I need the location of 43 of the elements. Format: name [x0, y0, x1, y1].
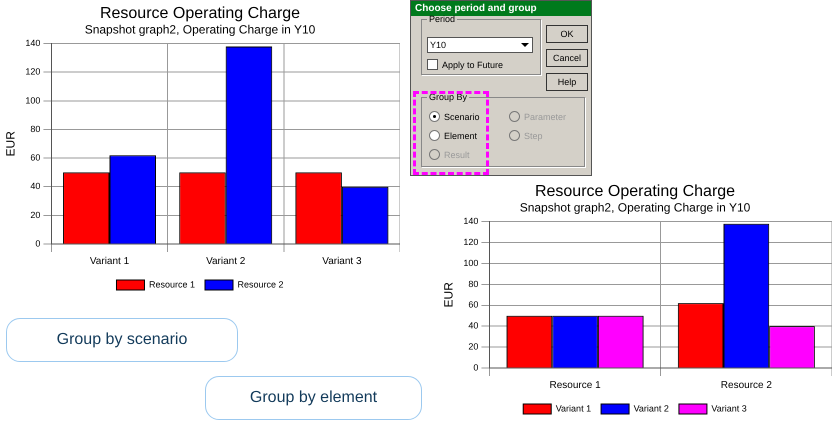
button: Cancel: [546, 49, 588, 67]
y-tick-label: 0: [473, 362, 478, 372]
chart-subtitle: Snapshot graph2, Operating Charge in Y10: [84, 22, 316, 37]
button: OK: [546, 25, 588, 43]
x-tick-label: Variant 1: [90, 256, 130, 267]
text: Scenario: [444, 112, 480, 122]
text: Choose period and group: [415, 3, 537, 14]
legend-label: Variant 2: [634, 403, 669, 414]
text: Result: [444, 150, 470, 160]
legend-label: Variant 1: [556, 403, 592, 414]
chart-subtitle: Snapshot graph2, Operating Charge in Y10: [520, 200, 751, 215]
y-axis-title: EUR: [442, 282, 456, 308]
y-tick-label: 140: [25, 38, 40, 48]
x-tick-label: Variant 3: [322, 256, 362, 267]
speech-bubble: Group by element: [205, 376, 422, 420]
y-tick-label: 20: [30, 210, 40, 220]
y-tick-label: 0: [35, 238, 40, 248]
x-tick-label: Variant 2: [206, 256, 246, 267]
y-tick-label: 120: [25, 66, 40, 77]
text: Step: [524, 130, 543, 140]
y-tick-label: 80: [30, 124, 40, 134]
legend-label: Variant 3: [711, 403, 747, 414]
dropdown-field: Y10: [427, 37, 533, 53]
y-tick-label: 80: [468, 278, 478, 289]
chart-title: Resource Operating Charge: [100, 5, 300, 22]
y-tick-label: 100: [25, 95, 40, 106]
legend-label: Resource 2: [238, 279, 284, 290]
y-tick-label: 120: [463, 237, 478, 247]
y-tick-label: 60: [468, 300, 478, 310]
y-tick-label: 60: [30, 152, 40, 163]
speech-bubble: Group by scenario: [6, 318, 238, 362]
text: Parameter: [524, 112, 566, 122]
y-tick-label: 40: [468, 320, 478, 331]
text: Apply to Future: [442, 60, 504, 70]
button: Help: [546, 73, 588, 91]
y-tick-label: 100: [463, 258, 478, 268]
y-tick-label: 40: [30, 181, 40, 192]
y-tick-label: 20: [468, 342, 478, 352]
chart-title: Resource Operating Charge: [534, 183, 736, 200]
text: Element: [444, 130, 478, 140]
y-axis-title: EUR: [4, 130, 18, 156]
y-tick-label: 140: [463, 216, 478, 226]
legend-label: Resource 1: [148, 279, 196, 290]
